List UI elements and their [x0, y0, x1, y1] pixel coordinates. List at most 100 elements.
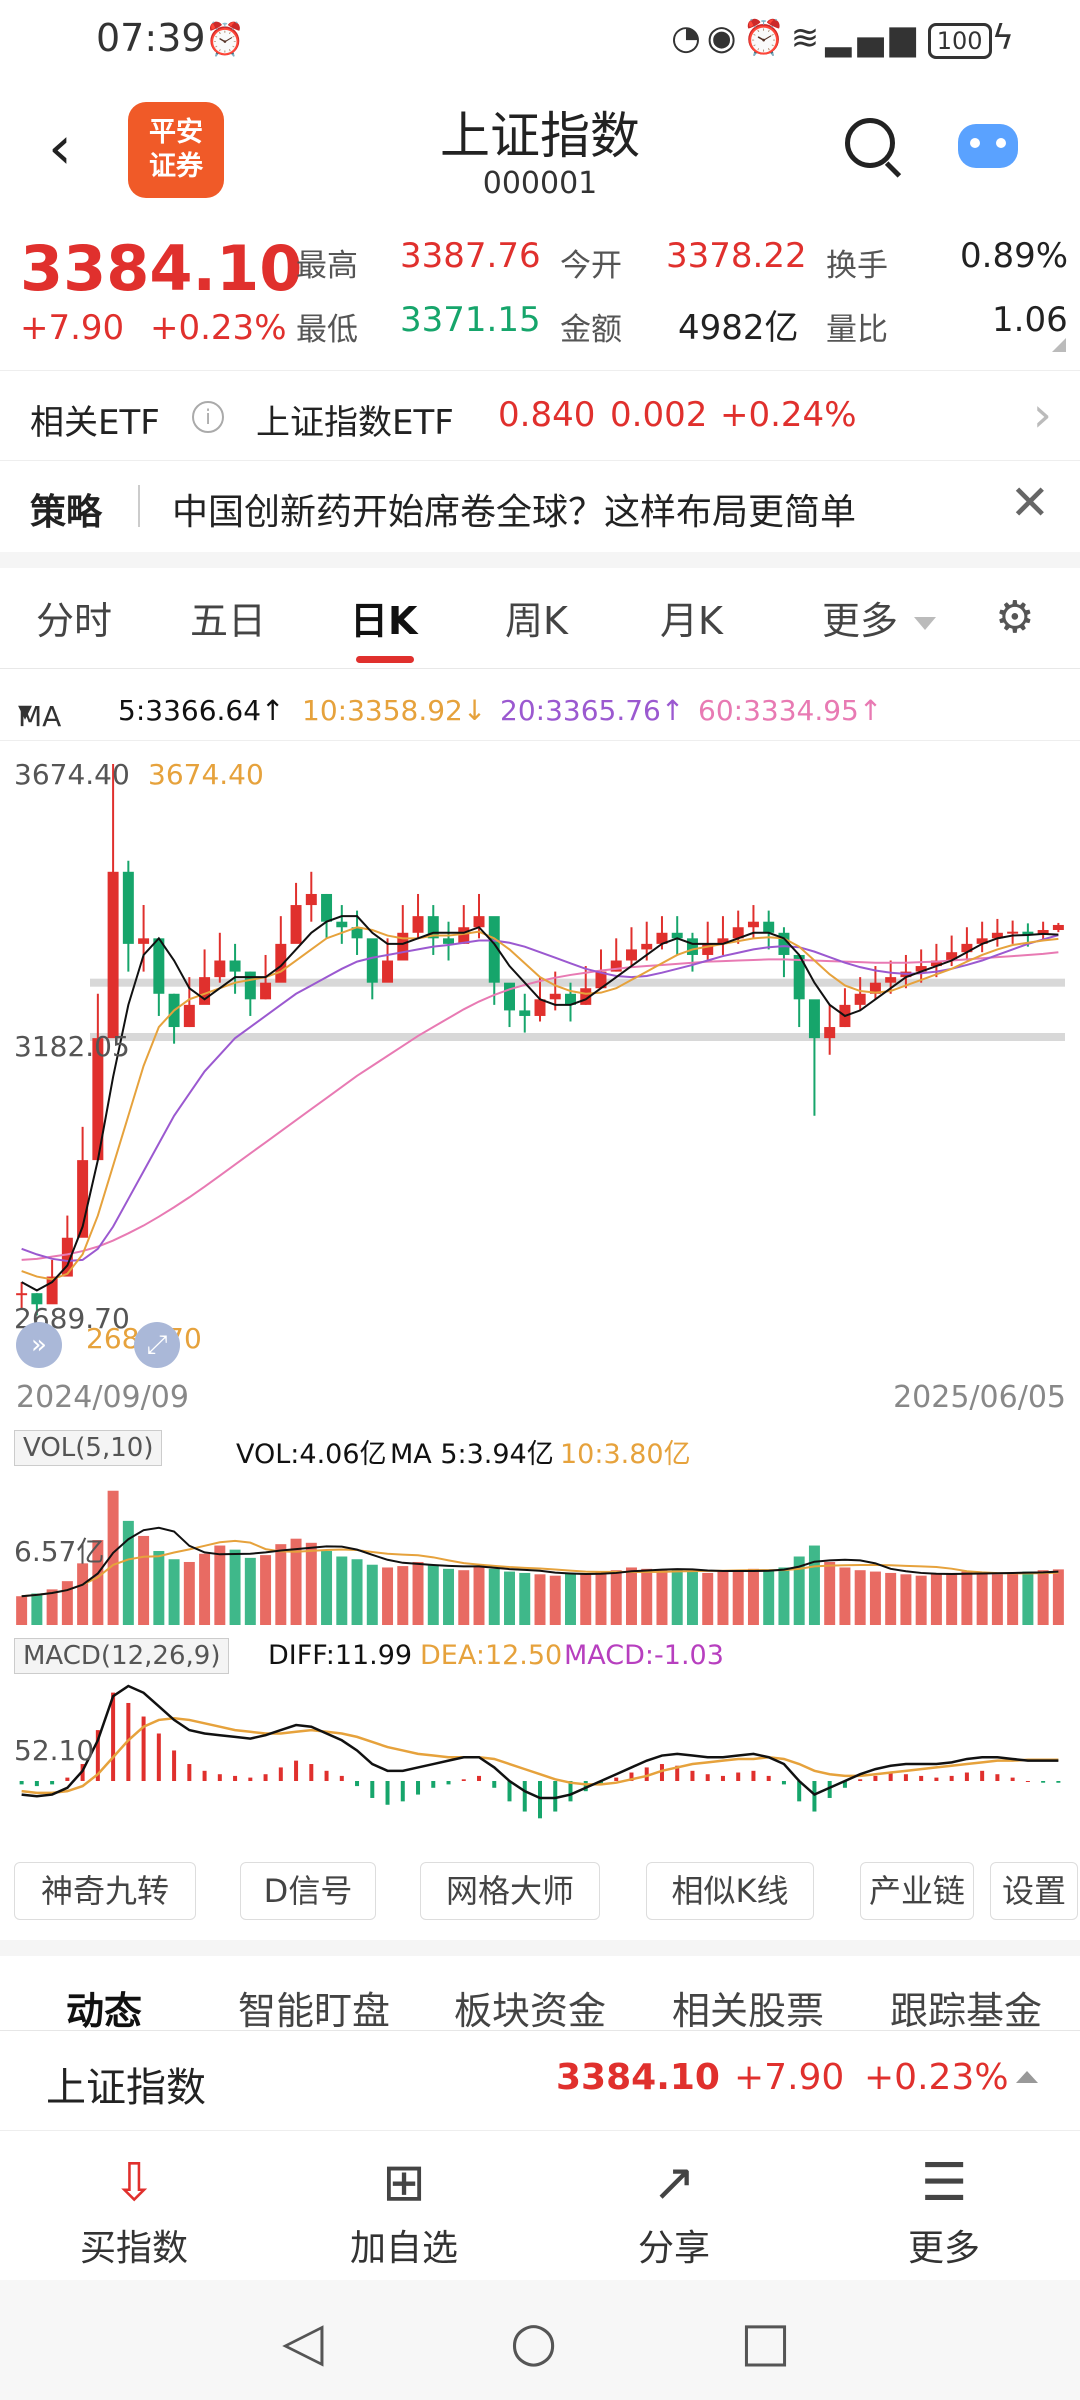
macd-bar: [309, 1764, 314, 1781]
macd-bar: [980, 1770, 985, 1781]
candle-body: [671, 932, 683, 939]
close-icon[interactable]: ✕: [1009, 475, 1050, 531]
macd-chart[interactable]: [0, 1676, 1080, 1836]
macd-bar: [1025, 1781, 1030, 1782]
tool-nine-turn[interactable]: 神奇九转: [14, 1862, 196, 1920]
more-label: 更多: [907, 2228, 980, 2269]
tab-related-stocks[interactable]: 相关股票: [672, 1989, 825, 2033]
candle-body: [290, 905, 302, 944]
volume-bar: [732, 1570, 744, 1625]
candle-body: [107, 871, 119, 1039]
macd-bar: [538, 1781, 542, 1819]
etf-price: 0.840: [498, 395, 596, 435]
tool-industry-chain[interactable]: 产业链: [860, 1862, 974, 1920]
candle-body: [732, 927, 744, 939]
chevron-right-icon[interactable]: ›: [1032, 387, 1052, 443]
macd-bar: [751, 1770, 756, 1781]
candle-body: [686, 938, 698, 955]
expand-corner-icon[interactable]: [1052, 338, 1066, 352]
candle-body: [915, 966, 927, 972]
share-button[interactable]: ↗ 分享: [574, 2151, 774, 2271]
macd-bar: [50, 1781, 55, 1785]
volume-bar: [519, 1572, 531, 1625]
ma-dropdown[interactable]: MA ▾: [18, 694, 62, 733]
macd-bar: [355, 1781, 360, 1787]
bottom-change-pct: +0.23%: [864, 2057, 1009, 2098]
tab-intraday[interactable]: 分时: [36, 599, 113, 643]
tab-news[interactable]: 动态: [66, 1989, 143, 2033]
macd-bar: [629, 1772, 634, 1781]
volume-bar: [854, 1570, 866, 1625]
nav-recents-icon[interactable]: □: [740, 2310, 792, 2373]
more-button[interactable]: ☰ 更多: [844, 2151, 1044, 2271]
gear-icon[interactable]: ⚙: [995, 592, 1035, 643]
volume-bar: [625, 1567, 637, 1625]
candle-body: [31, 1293, 43, 1305]
macd-bar: [294, 1760, 299, 1781]
macd-bar: [781, 1781, 786, 1785]
macd-bar: [248, 1777, 253, 1781]
tab-smart-watch[interactable]: 智能盯盘: [238, 1989, 391, 2033]
strategy-banner[interactable]: 策略 中国创新药开始席卷全球？这样布局更简单 ✕: [0, 460, 1080, 551]
tool-similar-k[interactable]: 相似K线: [646, 1862, 814, 1920]
macd-indicator-select[interactable]: MACD(12,26,9): [14, 1638, 230, 1674]
macd-bar: [111, 1692, 116, 1781]
nav-back-icon[interactable]: ◁: [282, 2310, 324, 2373]
macd-bar: [95, 1730, 100, 1781]
add-watchlist-button[interactable]: ⊞ 加自选: [304, 2151, 504, 2271]
macd-bar: [949, 1775, 954, 1781]
robot-assistant-icon[interactable]: [958, 124, 1018, 168]
macd-bar: [797, 1781, 802, 1802]
back-button[interactable]: ‹: [48, 113, 72, 183]
candle-body: [1007, 931, 1019, 934]
candle-body: [153, 938, 165, 994]
candle-body: [351, 927, 363, 939]
fullscreen-icon[interactable]: ⤢: [134, 1322, 180, 1368]
search-icon[interactable]: [845, 118, 895, 168]
candle-body: [321, 893, 333, 922]
tab-sector-funds[interactable]: 板块资金: [454, 1989, 607, 2033]
tool-grid-master[interactable]: 网格大师: [420, 1862, 600, 1920]
macd-bar: [705, 1774, 710, 1781]
related-etf-row[interactable]: 相关ETF i 上证指数ETF 0.840 0.002 +0.24% ›: [0, 370, 1080, 461]
tab-five-day[interactable]: 五日: [190, 599, 267, 643]
tab-tracking-funds[interactable]: 跟踪基金: [890, 1989, 1043, 2033]
buy-index-button[interactable]: ⇩ 买指数: [34, 2151, 234, 2271]
volume-bar: [824, 1561, 836, 1625]
collapse-icon[interactable]: »: [16, 1322, 62, 1368]
tab-more[interactable]: 更多: [822, 590, 937, 645]
vol-ma5-line: [21, 1526, 1059, 1598]
macd-bar: [644, 1767, 649, 1781]
bottom-quote-bar[interactable]: 上证指数 3384.10 +7.90 +0.23%: [0, 2030, 1080, 2129]
macd-bar: [156, 1733, 161, 1781]
candle-body: [1022, 931, 1034, 936]
broker-logo: 平安 证券: [128, 102, 224, 198]
volume-bar: [1052, 1569, 1064, 1625]
macd-bar: [964, 1772, 969, 1781]
macd-bar: [675, 1765, 680, 1781]
nav-home-icon[interactable]: ○: [510, 2310, 558, 2373]
candle-body: [808, 999, 820, 1039]
system-nav-bar: ◁ ○ □: [0, 2280, 1080, 2400]
header: 上证指数 000001 ‹ 平安 证券: [0, 90, 1080, 210]
volume-bar: [382, 1567, 394, 1625]
strategy-tag: 策略: [30, 492, 103, 533]
volume-bar: [107, 1490, 119, 1625]
candle-body: [747, 921, 759, 928]
macd-bar: [217, 1774, 222, 1781]
macd-bar: [233, 1775, 238, 1781]
candle-body: [488, 916, 500, 983]
vol-indicator-select[interactable]: VOL(5,10): [14, 1430, 163, 1466]
tool-d-signal[interactable]: D信号: [240, 1862, 376, 1920]
volume-chart[interactable]: [0, 1480, 1080, 1630]
tab-weekly-k[interactable]: 周K: [505, 599, 568, 643]
tab-monthly-k[interactable]: 月K: [660, 599, 723, 643]
support-line: [90, 978, 1065, 987]
info-icon[interactable]: i: [192, 401, 224, 433]
share-label: 分享: [637, 2228, 710, 2269]
strategy-text[interactable]: 中国创新药开始席卷全球？这样布局更简单: [172, 492, 857, 533]
tab-daily-k[interactable]: 日K: [350, 599, 418, 643]
tool-settings[interactable]: 设置: [990, 1862, 1078, 1920]
candlestick-chart[interactable]: [0, 740, 1080, 1360]
expand-up-icon[interactable]: [1016, 2071, 1038, 2083]
